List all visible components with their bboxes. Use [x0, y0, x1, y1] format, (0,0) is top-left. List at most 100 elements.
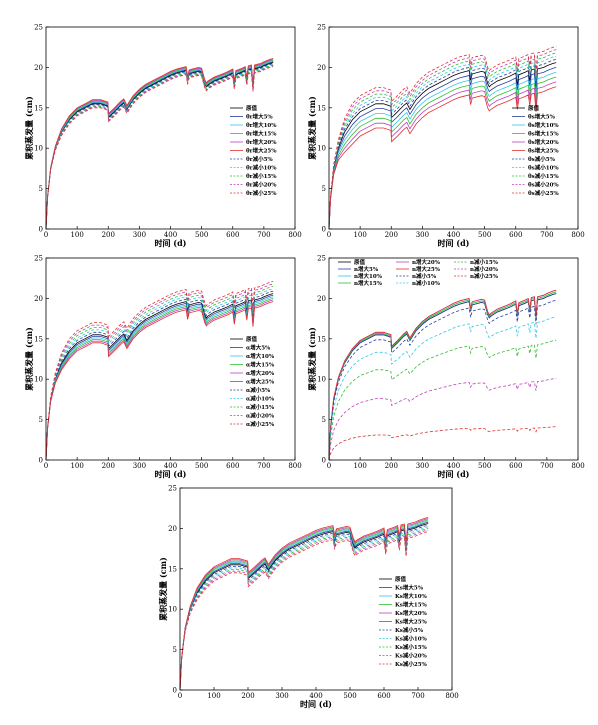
series-line [179, 529, 429, 691]
series-line [328, 339, 557, 461]
series-line [328, 293, 557, 461]
y-axis-label: 累积蒸发量 (cm) [307, 96, 317, 160]
series-line [328, 293, 557, 461]
x-tick-label: 400 [164, 231, 177, 239]
legend-label: θs增大5% [528, 113, 556, 121]
legend-label: α减小20% [246, 412, 275, 420]
legend-label: θr增大25% [246, 147, 277, 155]
legend-label: α增大15% [246, 361, 275, 369]
series-line [45, 288, 274, 461]
legend-label: Ks减小5% [395, 626, 424, 634]
x-tick-label: 200 [241, 692, 254, 700]
legend-label: θr减小5% [246, 155, 273, 163]
x-tick-label: 500 [478, 462, 491, 470]
series-line [45, 283, 274, 461]
y-axis-label: 累积蒸发量 (cm) [24, 96, 34, 160]
legend-label: α减小10% [246, 395, 275, 403]
y-tick-label: 15 [317, 104, 326, 112]
legend: 原值n增大5%n增大10%n增大15%n增大20%n增大25%n减小5%n减小1… [338, 258, 499, 287]
series-line [328, 55, 557, 230]
series-line [179, 517, 429, 691]
x-axis-label: 时间 (d) [155, 469, 187, 479]
x-tick-label: 700 [540, 231, 553, 239]
x-tick-label: 800 [288, 231, 301, 239]
legend-label: θr增大10% [246, 121, 277, 129]
series-line [45, 58, 274, 230]
y-tick-label: 10 [168, 606, 177, 614]
series-line [45, 298, 274, 461]
series-line [45, 60, 274, 230]
legend-label: n增大10% [354, 272, 383, 280]
series-group [179, 517, 429, 691]
legend-label: θr增大15% [246, 130, 277, 138]
legend-label: 原值 [246, 104, 258, 112]
series-line [328, 76, 557, 230]
x-tick-label: 400 [447, 231, 460, 239]
series-line [328, 52, 557, 230]
series-line [328, 299, 557, 461]
series-line [328, 289, 557, 461]
legend-label: Ks减小10% [395, 635, 428, 643]
x-tick-label: 100 [353, 231, 366, 239]
series-line [328, 46, 557, 230]
chart-panel-n: 0 100 200 300 400 500 600 700 800 0 5 10 15 20 25 时间 (d… [307, 255, 585, 480]
legend: 原值Ks增大5%Ks增大10%Ks增大15%Ks增大20%Ks增大25%Ks减小… [379, 575, 428, 668]
y-tick-label: 15 [34, 335, 43, 343]
legend-label: α增大10% [246, 352, 275, 360]
y-tick-label: 0 [322, 457, 326, 465]
legend-label: 原值 [354, 258, 366, 266]
x-axis-label: 时间 (d) [438, 469, 470, 479]
legend-label: θs增大20% [528, 138, 559, 146]
legend-label: α增大25% [246, 378, 275, 386]
series-line [328, 289, 557, 461]
plot-frame [328, 257, 579, 461]
series-line [328, 378, 557, 461]
series-line [328, 67, 557, 230]
x-tick-label: 800 [288, 462, 301, 470]
x-tick-label: 600 [226, 231, 239, 239]
chart-panel-theta-s: 0 100 200 300 400 500 600 700 800 0 5 10 15 20 25 时间 (d… [307, 24, 585, 249]
x-tick-label: 300 [133, 462, 146, 470]
y-tick-label: 10 [34, 145, 43, 153]
x-tick-label: 200 [385, 462, 398, 470]
legend-label: Ks增大5% [395, 584, 424, 592]
series-line [179, 521, 429, 691]
chart-panel-alpha: 0 100 200 300 400 500 600 700 800 0 5 10 15 20 25 时间 (d… [24, 255, 302, 480]
y-tick-label: 25 [34, 24, 43, 32]
y-tick-label: 20 [34, 295, 43, 303]
legend-label: α增大20% [246, 369, 275, 377]
legend-label: Ks减小15% [395, 643, 428, 651]
x-tick-label: 200 [102, 462, 115, 470]
series-line [328, 58, 557, 230]
x-tick-label: 700 [411, 692, 424, 700]
series-group [328, 289, 557, 461]
x-tick-label: 800 [445, 692, 458, 700]
series-line [179, 520, 429, 691]
x-tick-label: 400 [164, 462, 177, 470]
legend-label: θs增大10% [528, 121, 559, 129]
y-tick-label: 15 [317, 335, 326, 343]
x-tick-label: 400 [447, 462, 460, 470]
legend-label: Ks增大20% [395, 609, 428, 617]
x-tick-label: 700 [257, 231, 270, 239]
series-line [328, 316, 557, 461]
series-group [328, 46, 557, 230]
series-line [45, 65, 274, 230]
y-tick-label: 15 [34, 104, 43, 112]
legend-label: θs减小20% [528, 181, 559, 189]
chart-panel-theta-r: 0 100 200 300 400 500 600 700 800 0 5 10 15 20 25 时间 (d… [24, 24, 302, 249]
legend-label: 原值 [246, 335, 258, 343]
y-axis-label: 累积蒸发量 (cm) [24, 327, 34, 391]
legend-label: n减小10% [412, 279, 441, 287]
y-tick-label: 0 [39, 457, 43, 465]
series-line [45, 281, 274, 461]
series-line [179, 523, 429, 691]
legend-label: θr增大20% [246, 138, 277, 146]
y-tick-label: 0 [39, 226, 43, 234]
legend-label: α减小25% [246, 420, 275, 428]
y-tick-label: 20 [317, 64, 326, 72]
x-tick-label: 300 [275, 692, 288, 700]
series-line [179, 528, 429, 691]
series-line [45, 63, 274, 230]
x-tick-label: 0 [327, 231, 331, 239]
